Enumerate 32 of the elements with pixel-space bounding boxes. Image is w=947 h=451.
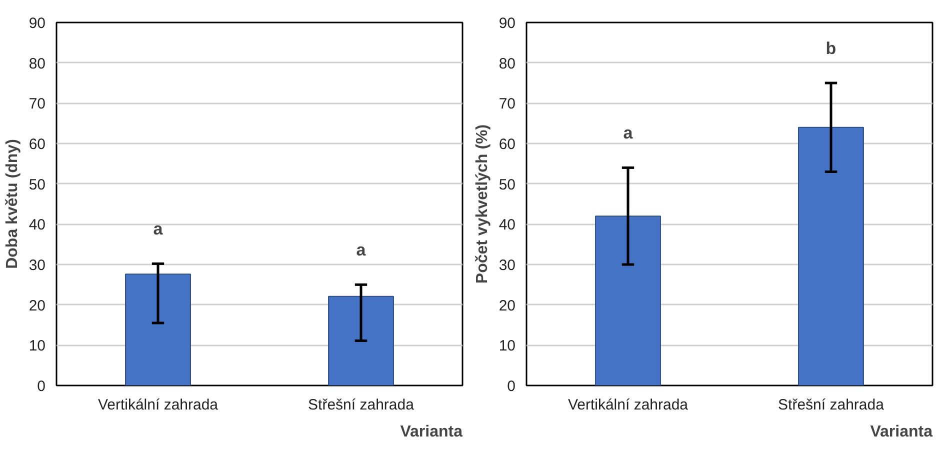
y-tick-label: 80 — [498, 55, 516, 72]
y-tick-label: 0 — [507, 378, 516, 395]
y-tick-label: 40 — [498, 216, 516, 234]
y-tick-label: 10 — [498, 338, 516, 355]
annotation: a — [356, 240, 366, 260]
y-tick-label: 90 — [28, 15, 46, 32]
y-tick-label: 70 — [28, 96, 46, 113]
y-axis-title: Počet vykvetlých (%) — [474, 124, 491, 284]
y-tick-label: 0 — [37, 378, 46, 395]
y-tick-label: 20 — [28, 297, 46, 314]
y-tick-label: 50 — [28, 176, 46, 194]
x-axis-title: Varianta — [400, 424, 463, 440]
x-tick-label: Střešní zahrada — [778, 396, 885, 414]
y-tick-label: 30 — [28, 257, 46, 274]
x-axis-title: Varianta — [870, 424, 933, 440]
y-tick-label: 30 — [498, 257, 516, 274]
x-tick-label: Vertikální zahrada — [568, 396, 689, 414]
y-tick-label: 70 — [498, 96, 516, 113]
y-axis-title: Doba květu (dny) — [4, 139, 21, 269]
annotation: b — [826, 39, 836, 58]
y-tick-label: 40 — [28, 216, 46, 234]
y-tick-label: 20 — [498, 297, 516, 314]
y-tick-label: 90 — [498, 15, 516, 32]
y-tick-label: 80 — [28, 55, 46, 72]
y-tick-label: 60 — [28, 136, 46, 153]
annotation: a — [623, 124, 634, 143]
annotation: a — [153, 220, 164, 239]
x-tick-label: Střešní zahrada — [308, 396, 415, 414]
x-tick-label: Vertikální zahrada — [98, 396, 219, 414]
y-tick-label: 10 — [28, 338, 46, 355]
y-tick-label: 60 — [498, 136, 516, 153]
y-tick-label: 50 — [498, 176, 516, 194]
